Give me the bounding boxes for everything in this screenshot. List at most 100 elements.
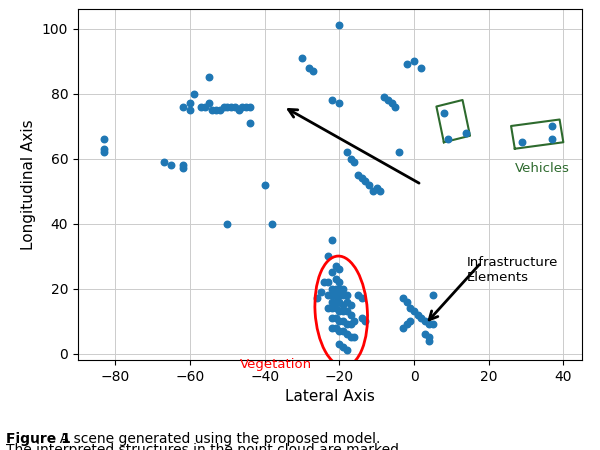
Point <box>241 103 251 110</box>
Point <box>178 162 187 169</box>
Point <box>443 135 452 143</box>
Point <box>357 314 367 321</box>
Point <box>402 298 412 305</box>
Point <box>361 317 370 324</box>
Point <box>305 64 314 71</box>
Point <box>421 330 430 338</box>
Point <box>331 292 340 299</box>
Point <box>331 304 340 311</box>
Point <box>245 119 254 126</box>
Point <box>323 252 333 260</box>
Point <box>402 321 412 328</box>
Point <box>327 236 337 243</box>
Point <box>342 321 352 328</box>
Point <box>100 148 109 156</box>
Point <box>335 22 344 29</box>
Point <box>327 96 337 104</box>
Point <box>372 184 382 191</box>
Point <box>416 64 426 71</box>
Point <box>342 346 352 354</box>
X-axis label: Lateral Axis: Lateral Axis <box>285 389 375 404</box>
Point <box>428 321 437 328</box>
Point <box>331 285 340 292</box>
Y-axis label: Longitudinal Axis: Longitudinal Axis <box>22 119 37 250</box>
Point <box>383 96 392 104</box>
Point <box>338 343 348 351</box>
Point <box>379 93 389 100</box>
Point <box>297 54 307 61</box>
Point <box>323 292 333 299</box>
Point <box>547 122 557 130</box>
Point <box>178 103 187 110</box>
Point <box>335 285 344 292</box>
Point <box>178 165 187 172</box>
Point <box>335 99 344 107</box>
Point <box>346 321 355 328</box>
Point <box>335 327 344 334</box>
Point <box>547 135 557 143</box>
Point <box>159 158 169 165</box>
Text: Figure 1: Figure 1 <box>6 432 71 446</box>
Point <box>335 292 344 299</box>
Point <box>200 103 210 110</box>
Point <box>208 106 217 113</box>
Point <box>320 279 329 286</box>
Point <box>353 292 363 299</box>
Point <box>406 304 415 311</box>
Point <box>327 285 337 292</box>
Point <box>461 129 471 136</box>
Point <box>196 103 206 110</box>
Point <box>189 90 199 97</box>
Point <box>268 220 277 227</box>
Point <box>323 304 333 311</box>
Point <box>335 298 344 305</box>
Point <box>391 103 400 110</box>
Point <box>342 308 352 315</box>
Point <box>327 314 337 321</box>
Point <box>327 324 337 331</box>
Point <box>357 295 367 302</box>
Point <box>331 275 340 282</box>
Point <box>219 103 229 110</box>
Point <box>185 106 195 113</box>
Point <box>413 311 422 318</box>
Text: Infrastructure
Elements: Infrastructure Elements <box>466 256 557 284</box>
Point <box>361 178 370 185</box>
Point <box>353 171 363 178</box>
Point <box>335 266 344 273</box>
Point <box>409 308 419 315</box>
Point <box>331 298 340 305</box>
Text: The interpreted structures in the point cloud are marked.: The interpreted structures in the point … <box>6 443 403 450</box>
Point <box>338 317 348 324</box>
Point <box>342 292 352 299</box>
Point <box>346 155 355 162</box>
Point <box>424 333 434 341</box>
Point <box>338 285 348 292</box>
Point <box>245 103 254 110</box>
Point <box>335 317 344 324</box>
Point <box>100 145 109 153</box>
Point <box>215 106 224 113</box>
Point <box>234 106 244 113</box>
Point <box>349 158 359 165</box>
Text: Vehicles: Vehicles <box>515 162 569 175</box>
Point <box>409 58 419 65</box>
Point <box>204 74 214 81</box>
Point <box>331 324 340 331</box>
Point <box>357 175 367 182</box>
Point <box>338 327 348 334</box>
Point <box>204 99 214 107</box>
Point <box>349 333 359 341</box>
Point <box>368 187 378 194</box>
Point <box>424 337 434 344</box>
Point <box>335 279 344 286</box>
Point <box>327 292 337 299</box>
Point <box>402 61 412 68</box>
Point <box>335 340 344 347</box>
Point <box>342 330 352 338</box>
Point <box>327 304 337 311</box>
Point <box>387 99 397 107</box>
Point <box>327 298 337 305</box>
Point <box>424 321 434 328</box>
Point <box>517 139 527 146</box>
